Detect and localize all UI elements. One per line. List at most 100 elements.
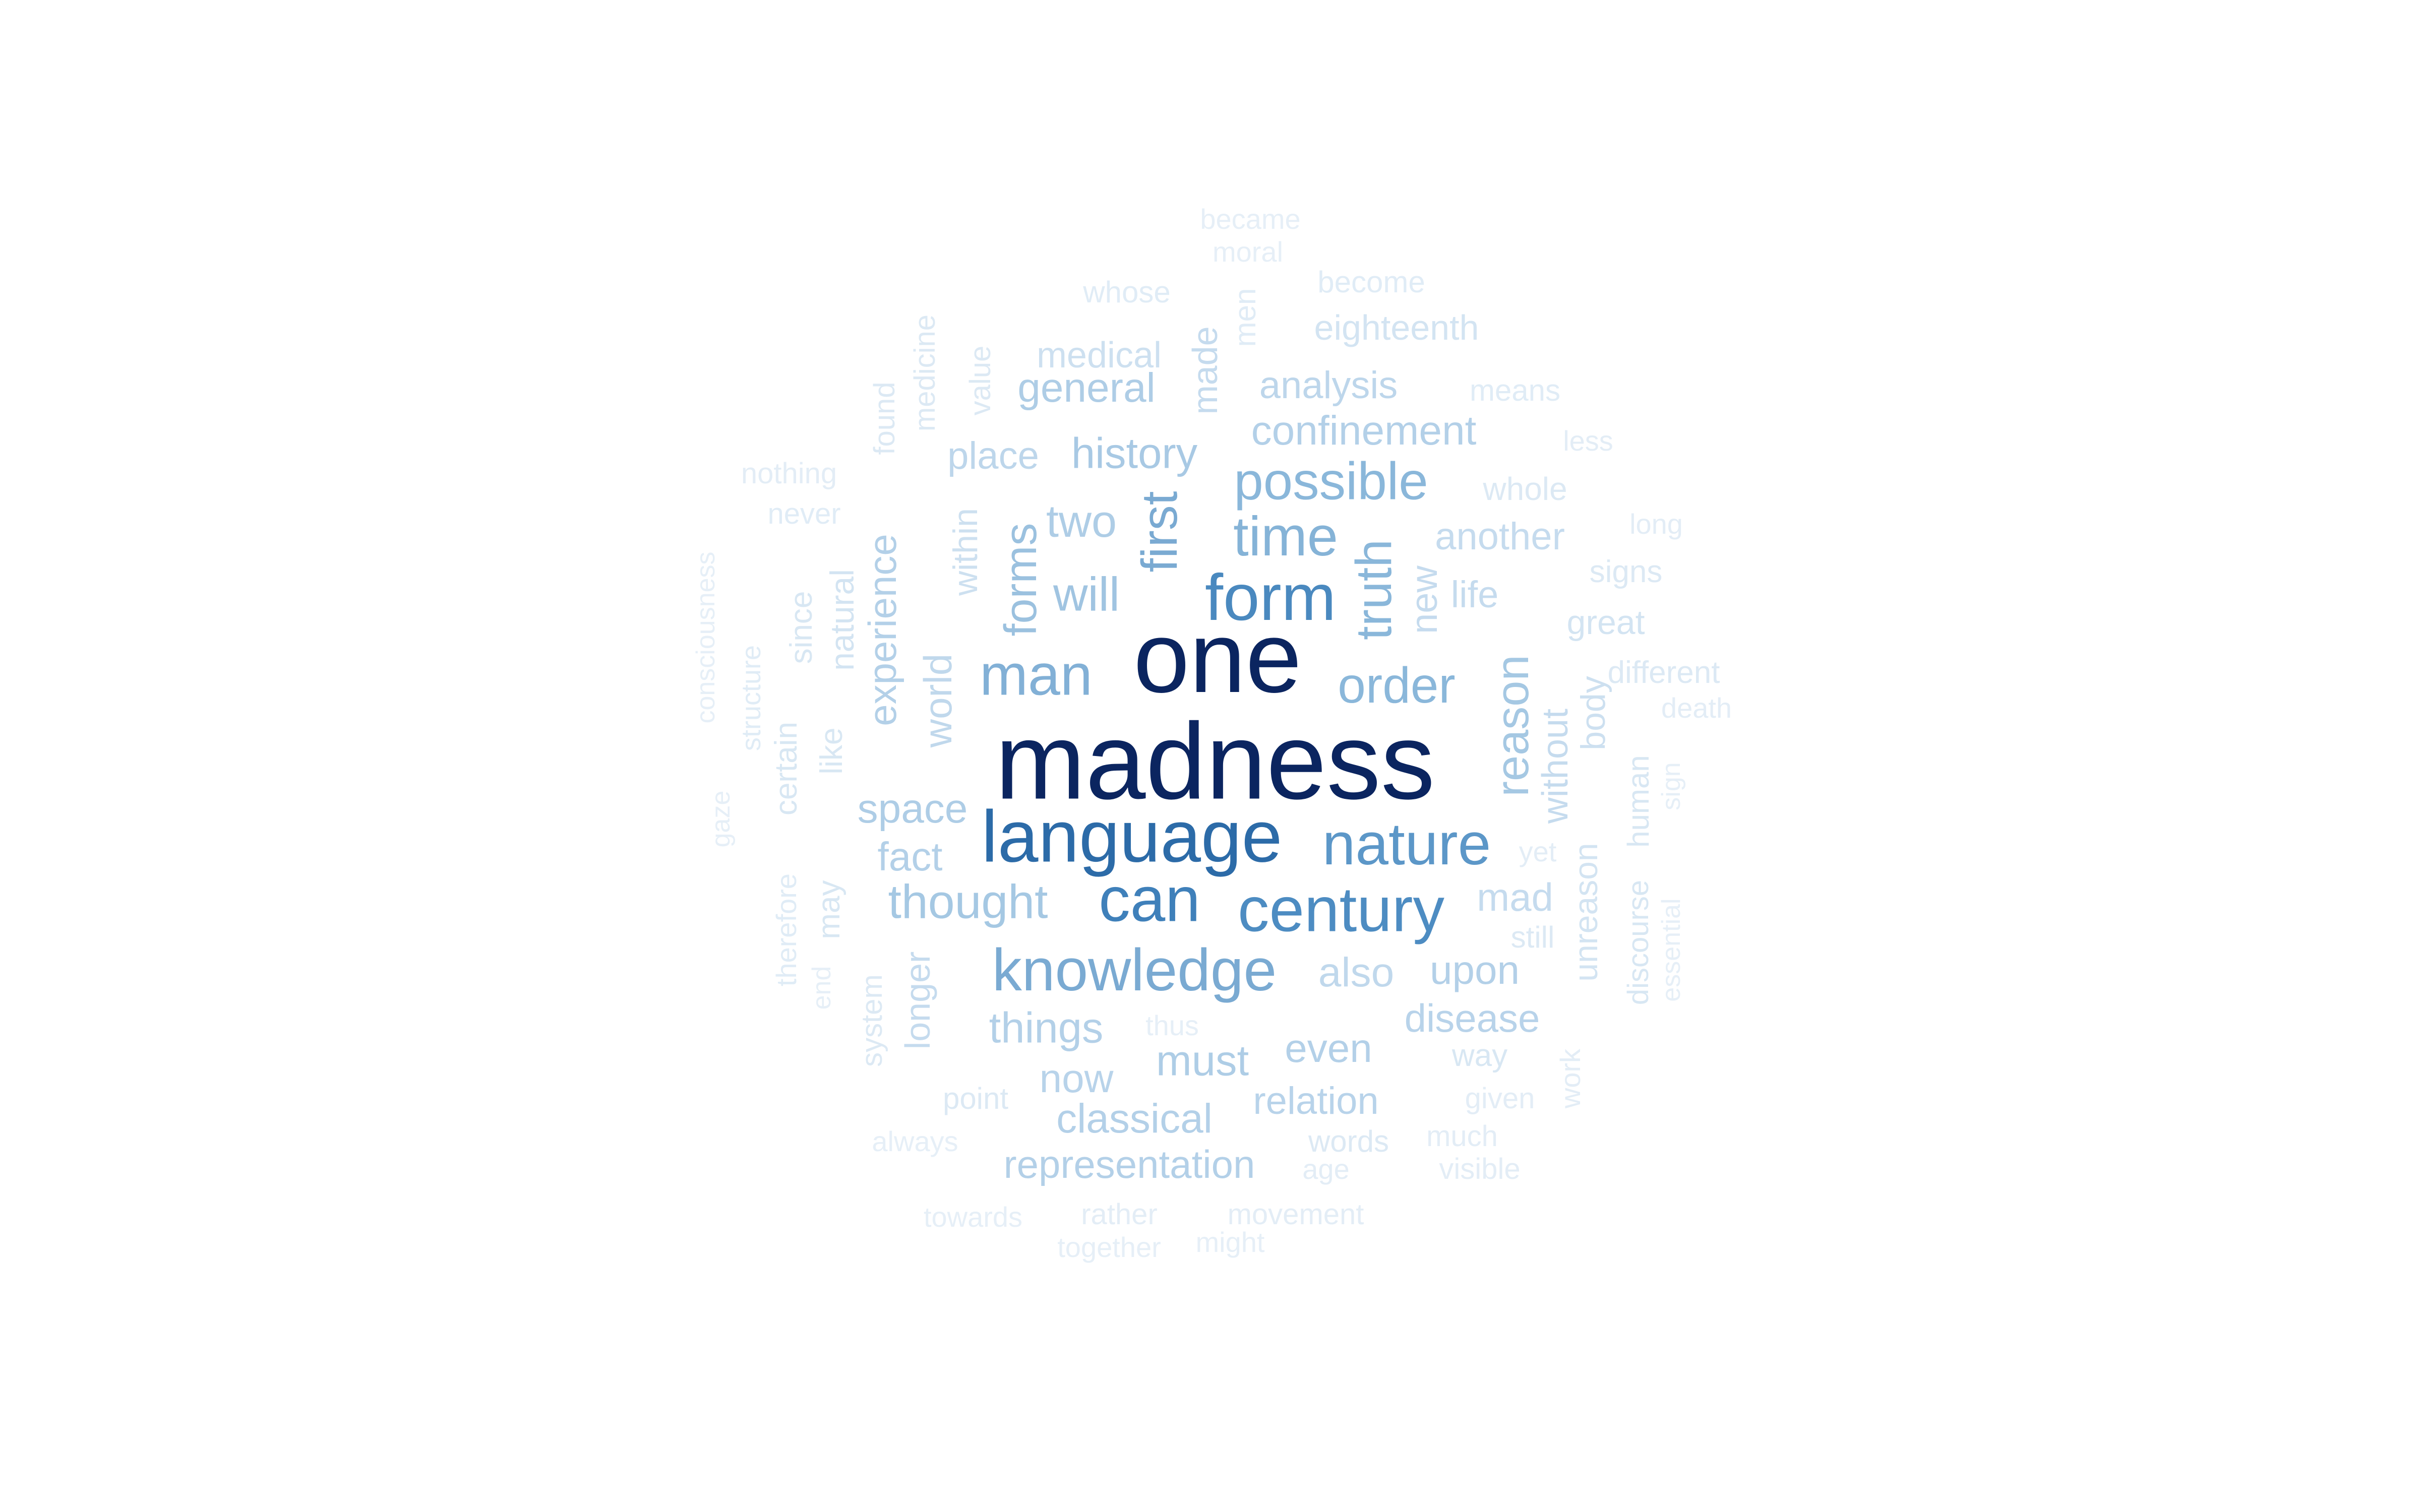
- cloud-word-mad: mad: [1477, 875, 1553, 919]
- cloud-word-gaze: gaze: [706, 790, 736, 848]
- cloud-word-even: even: [1285, 1026, 1372, 1070]
- cloud-word-made: made: [1185, 326, 1225, 415]
- cloud-word-first: first: [1131, 491, 1188, 573]
- cloud-word-must: must: [1156, 1037, 1249, 1085]
- cloud-word-unreason: unreason: [1567, 843, 1604, 982]
- cloud-word-body: body: [1574, 676, 1612, 750]
- cloud-word-classical: classical: [1056, 1096, 1213, 1142]
- cloud-word-essential: essential: [1657, 898, 1686, 1002]
- cloud-word-end: end: [807, 966, 836, 1010]
- cloud-word-became: became: [1200, 203, 1301, 235]
- cloud-word-men: men: [1228, 288, 1262, 347]
- cloud-word-general: general: [1017, 365, 1156, 411]
- cloud-word-since: since: [784, 591, 819, 664]
- cloud-word-great: great: [1566, 603, 1645, 642]
- cloud-word-less: less: [1563, 425, 1613, 457]
- cloud-word-new: new: [1403, 565, 1445, 634]
- cloud-word-life: life: [1450, 574, 1499, 615]
- cloud-word-nature: nature: [1322, 811, 1491, 877]
- cloud-word-work: work: [1554, 1048, 1586, 1109]
- cloud-word-death: death: [1661, 692, 1732, 724]
- cloud-word-place: place: [947, 434, 1039, 477]
- cloud-word-moral: moral: [1212, 236, 1284, 268]
- cloud-word-madness: madness: [995, 700, 1435, 822]
- cloud-word-sign: sign: [1657, 762, 1686, 810]
- cloud-word-given: given: [1465, 1082, 1535, 1115]
- cloud-word-long: long: [1629, 508, 1683, 540]
- cloud-word-representation: representation: [1003, 1142, 1255, 1186]
- cloud-word-means: means: [1469, 373, 1561, 407]
- cloud-word-can: can: [1099, 864, 1200, 935]
- cloud-word-whose: whose: [1083, 275, 1171, 309]
- cloud-word-fact: fact: [877, 834, 943, 879]
- cloud-word-might: might: [1195, 1226, 1265, 1258]
- cloud-word-consciousness: consciousness: [691, 551, 720, 724]
- cloud-word-will: will: [1053, 568, 1120, 621]
- cloud-word-history: history: [1071, 429, 1198, 478]
- cloud-word-confinement: confinement: [1251, 408, 1477, 454]
- cloud-word-man: man: [980, 643, 1093, 708]
- cloud-word-rather: rather: [1081, 1198, 1158, 1231]
- cloud-word-point: point: [942, 1082, 1009, 1115]
- cloud-word-yet: yet: [1519, 836, 1557, 867]
- cloud-word-thus: thus: [1145, 1010, 1199, 1041]
- cloud-word-another: another: [1435, 515, 1565, 558]
- cloud-word-world: world: [916, 653, 960, 748]
- cloud-word-also: also: [1318, 950, 1395, 995]
- cloud-word-disease: disease: [1404, 996, 1540, 1040]
- cloud-word-without: without: [1535, 708, 1576, 824]
- cloud-word-signs: signs: [1589, 554, 1663, 589]
- cloud-word-system: system: [856, 974, 888, 1067]
- cloud-word-nothing: nothing: [741, 457, 837, 490]
- cloud-word-still: still: [1510, 920, 1555, 954]
- cloud-word-within: within: [946, 508, 985, 596]
- cloud-word-forms: forms: [996, 523, 1046, 637]
- cloud-word-discourse: discourse: [1622, 879, 1655, 1005]
- cloud-word-much: much: [1426, 1120, 1498, 1153]
- cloud-word-natural: natural: [823, 569, 861, 671]
- cloud-word-therefore: therefore: [770, 873, 802, 987]
- cloud-word-medical: medical: [1036, 335, 1162, 375]
- cloud-word-certain: certain: [769, 721, 804, 816]
- cloud-word-now: now: [1039, 1056, 1114, 1101]
- cloud-word-whole: whole: [1483, 471, 1567, 507]
- cloud-word-value: value: [964, 345, 997, 416]
- cloud-word-structure: structure: [736, 645, 766, 751]
- cloud-word-thought: thought: [888, 875, 1048, 929]
- cloud-word-knowledge: knowledge: [992, 937, 1277, 1003]
- cloud-word-way: way: [1451, 1038, 1508, 1073]
- cloud-word-always: always: [872, 1125, 958, 1157]
- cloud-word-relation: relation: [1253, 1080, 1379, 1122]
- cloud-word-words: words: [1308, 1124, 1389, 1158]
- cloud-word-towards: towards: [923, 1201, 1023, 1233]
- cloud-word-age: age: [1302, 1153, 1350, 1185]
- cloud-word-things: things: [989, 1004, 1104, 1052]
- cloud-word-human: human: [1621, 755, 1655, 848]
- cloud-word-like: like: [814, 727, 849, 775]
- cloud-word-together: together: [1057, 1231, 1161, 1263]
- cloud-word-language: language: [981, 795, 1283, 877]
- cloud-word-space: space: [857, 786, 968, 832]
- cloud-word-may: may: [812, 880, 846, 939]
- cloud-word-order: order: [1338, 657, 1456, 714]
- cloud-word-medicine: medicine: [909, 314, 941, 432]
- cloud-word-upon: upon: [1430, 948, 1520, 992]
- cloud-word-reason: reason: [1487, 655, 1538, 797]
- cloud-word-analysis: analysis: [1259, 364, 1398, 407]
- cloud-word-different: different: [1607, 655, 1720, 690]
- cloud-word-century: century: [1238, 874, 1444, 945]
- cloud-word-time: time: [1233, 506, 1338, 568]
- cloud-word-become: become: [1317, 265, 1425, 299]
- cloud-word-eighteenth: eighteenth: [1314, 308, 1479, 347]
- cloud-word-form: form: [1205, 560, 1336, 634]
- cloud-word-one: one: [1133, 601, 1302, 714]
- cloud-word-experience: experience: [860, 534, 904, 726]
- cloud-word-found: found: [868, 382, 901, 455]
- cloud-word-visible: visible: [1439, 1153, 1521, 1185]
- cloud-word-longer: longer: [898, 951, 937, 1050]
- cloud-word-possible: possible: [1234, 452, 1428, 511]
- cloud-word-truth: truth: [1346, 539, 1402, 641]
- cloud-word-movement: movement: [1227, 1198, 1364, 1231]
- cloud-word-never: never: [767, 497, 841, 530]
